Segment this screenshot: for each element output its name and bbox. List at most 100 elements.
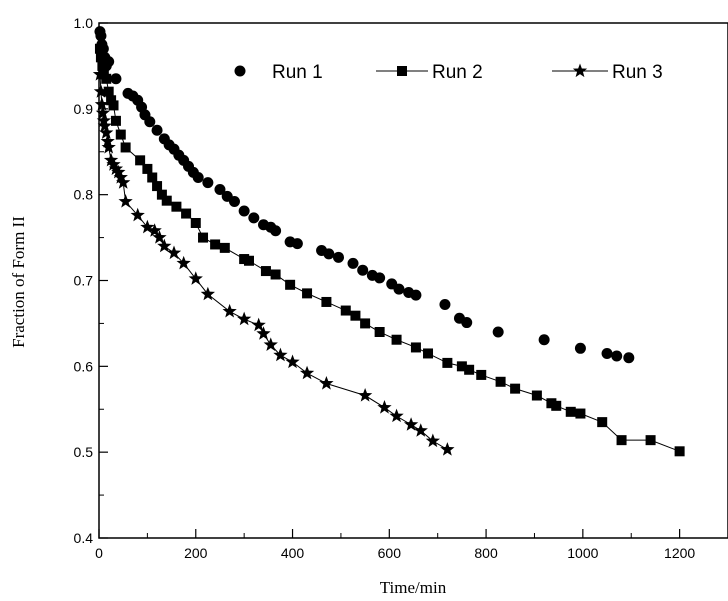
series-2-point [616, 435, 627, 446]
series-1-point [144, 116, 156, 128]
series-1-point [248, 212, 260, 224]
series-1-point [439, 299, 451, 311]
series-1-point [492, 326, 504, 338]
series-1-point [228, 196, 240, 208]
series-1-point [601, 347, 613, 359]
series-2-point [674, 446, 685, 457]
series-1-point [333, 251, 345, 263]
y-tick-label: 0.7 [74, 273, 94, 289]
series-3-point [106, 157, 121, 171]
series-2-point [360, 318, 371, 329]
series-2-point [476, 369, 487, 380]
series-3-point [93, 84, 109, 98]
series-2-point [302, 288, 313, 299]
series-2-point [645, 435, 656, 446]
y-axis-ticks: 0.4 0.5 0.6 0.7 0.8 0.9 1.0 [74, 15, 108, 546]
y-tick-label: 1.0 [74, 15, 94, 31]
series-2-point [374, 327, 385, 337]
series-2-point [152, 181, 163, 192]
series-2-point [260, 266, 271, 277]
legend-marker [572, 63, 588, 78]
series-3-point [103, 152, 119, 167]
y-tick-label: 0.6 [74, 358, 94, 374]
series-2-point [101, 73, 112, 84]
series-2-point [565, 406, 576, 417]
series-1-point [538, 334, 550, 346]
y-tick-label: 0.4 [74, 530, 94, 546]
series-3-point [440, 442, 455, 456]
series-1-point [393, 283, 405, 295]
series-3-point [99, 125, 114, 139]
series-2-point [456, 361, 467, 372]
series-1-point [291, 238, 303, 250]
series-2-point [321, 296, 332, 307]
series-2-point [243, 255, 254, 266]
series-3-point [140, 219, 155, 234]
legend-item-1: Run 1 [234, 62, 323, 83]
x-tick-label: 1000 [567, 545, 598, 561]
series-1-point [323, 248, 335, 260]
series-2-point [531, 390, 542, 401]
x-tick-label: 0 [95, 545, 103, 561]
series-3-point [425, 433, 440, 448]
series-3-point [273, 347, 288, 362]
y-tick-label: 0.9 [74, 101, 94, 117]
legend: Run 1 Run 2 Run 3 [234, 62, 663, 83]
series-1-point [461, 317, 473, 329]
series-3-point [188, 271, 203, 285]
y-tick-label: 0.8 [74, 187, 94, 203]
series-2-point [156, 189, 167, 200]
series-3-point [101, 139, 116, 154]
series-3-point [100, 133, 115, 148]
series-3-point [299, 365, 315, 380]
legend-marker [234, 65, 246, 77]
series-2-point [142, 163, 153, 174]
series-2-point [95, 52, 106, 63]
series-3-point [147, 223, 162, 237]
series-2-point [350, 310, 361, 321]
series-3-point [403, 417, 419, 431]
series-2-point [597, 417, 608, 428]
series-1-point [623, 352, 635, 364]
series-2-point [190, 217, 201, 228]
series-1-point [347, 257, 359, 269]
series-2-point [108, 100, 119, 111]
legend-item-3: Run 3 [552, 62, 663, 83]
series-2-point [181, 208, 192, 219]
series-2-point [495, 376, 506, 387]
series-3-point [285, 354, 300, 369]
x-tick-label: 400 [281, 545, 305, 561]
series-3-point [377, 400, 392, 414]
series-3-point [200, 286, 215, 301]
x-tick-label: 1200 [664, 545, 695, 561]
series-2-point [551, 400, 562, 411]
series-3-point [389, 408, 404, 423]
series-2-point [147, 172, 158, 183]
series-3-point [157, 238, 172, 253]
series-1-point [110, 73, 122, 85]
series-2-point [161, 195, 172, 206]
series-2-point [464, 364, 475, 375]
series-3-point [357, 388, 373, 402]
series-1 [94, 26, 635, 364]
series-3-point [130, 207, 145, 222]
series-2-point [285, 279, 296, 290]
series-1-point [192, 172, 204, 183]
legend-item-2: Run 2 [376, 62, 483, 83]
legend-label: Run 1 [272, 62, 323, 83]
series-2-point [575, 408, 586, 419]
x-tick-label: 600 [378, 545, 402, 561]
series-2-point [219, 242, 230, 253]
series-3 [92, 67, 455, 456]
series-3-point [108, 161, 124, 175]
series-2-point [198, 232, 209, 243]
legend-label: Run 2 [432, 62, 483, 83]
series-1-point [202, 177, 214, 189]
series-1-point [214, 184, 226, 196]
series-3-point [256, 326, 271, 340]
series-1-point [270, 225, 282, 237]
series-2-point [103, 86, 114, 97]
series-1-point [611, 350, 623, 362]
series-3-point [94, 97, 110, 111]
